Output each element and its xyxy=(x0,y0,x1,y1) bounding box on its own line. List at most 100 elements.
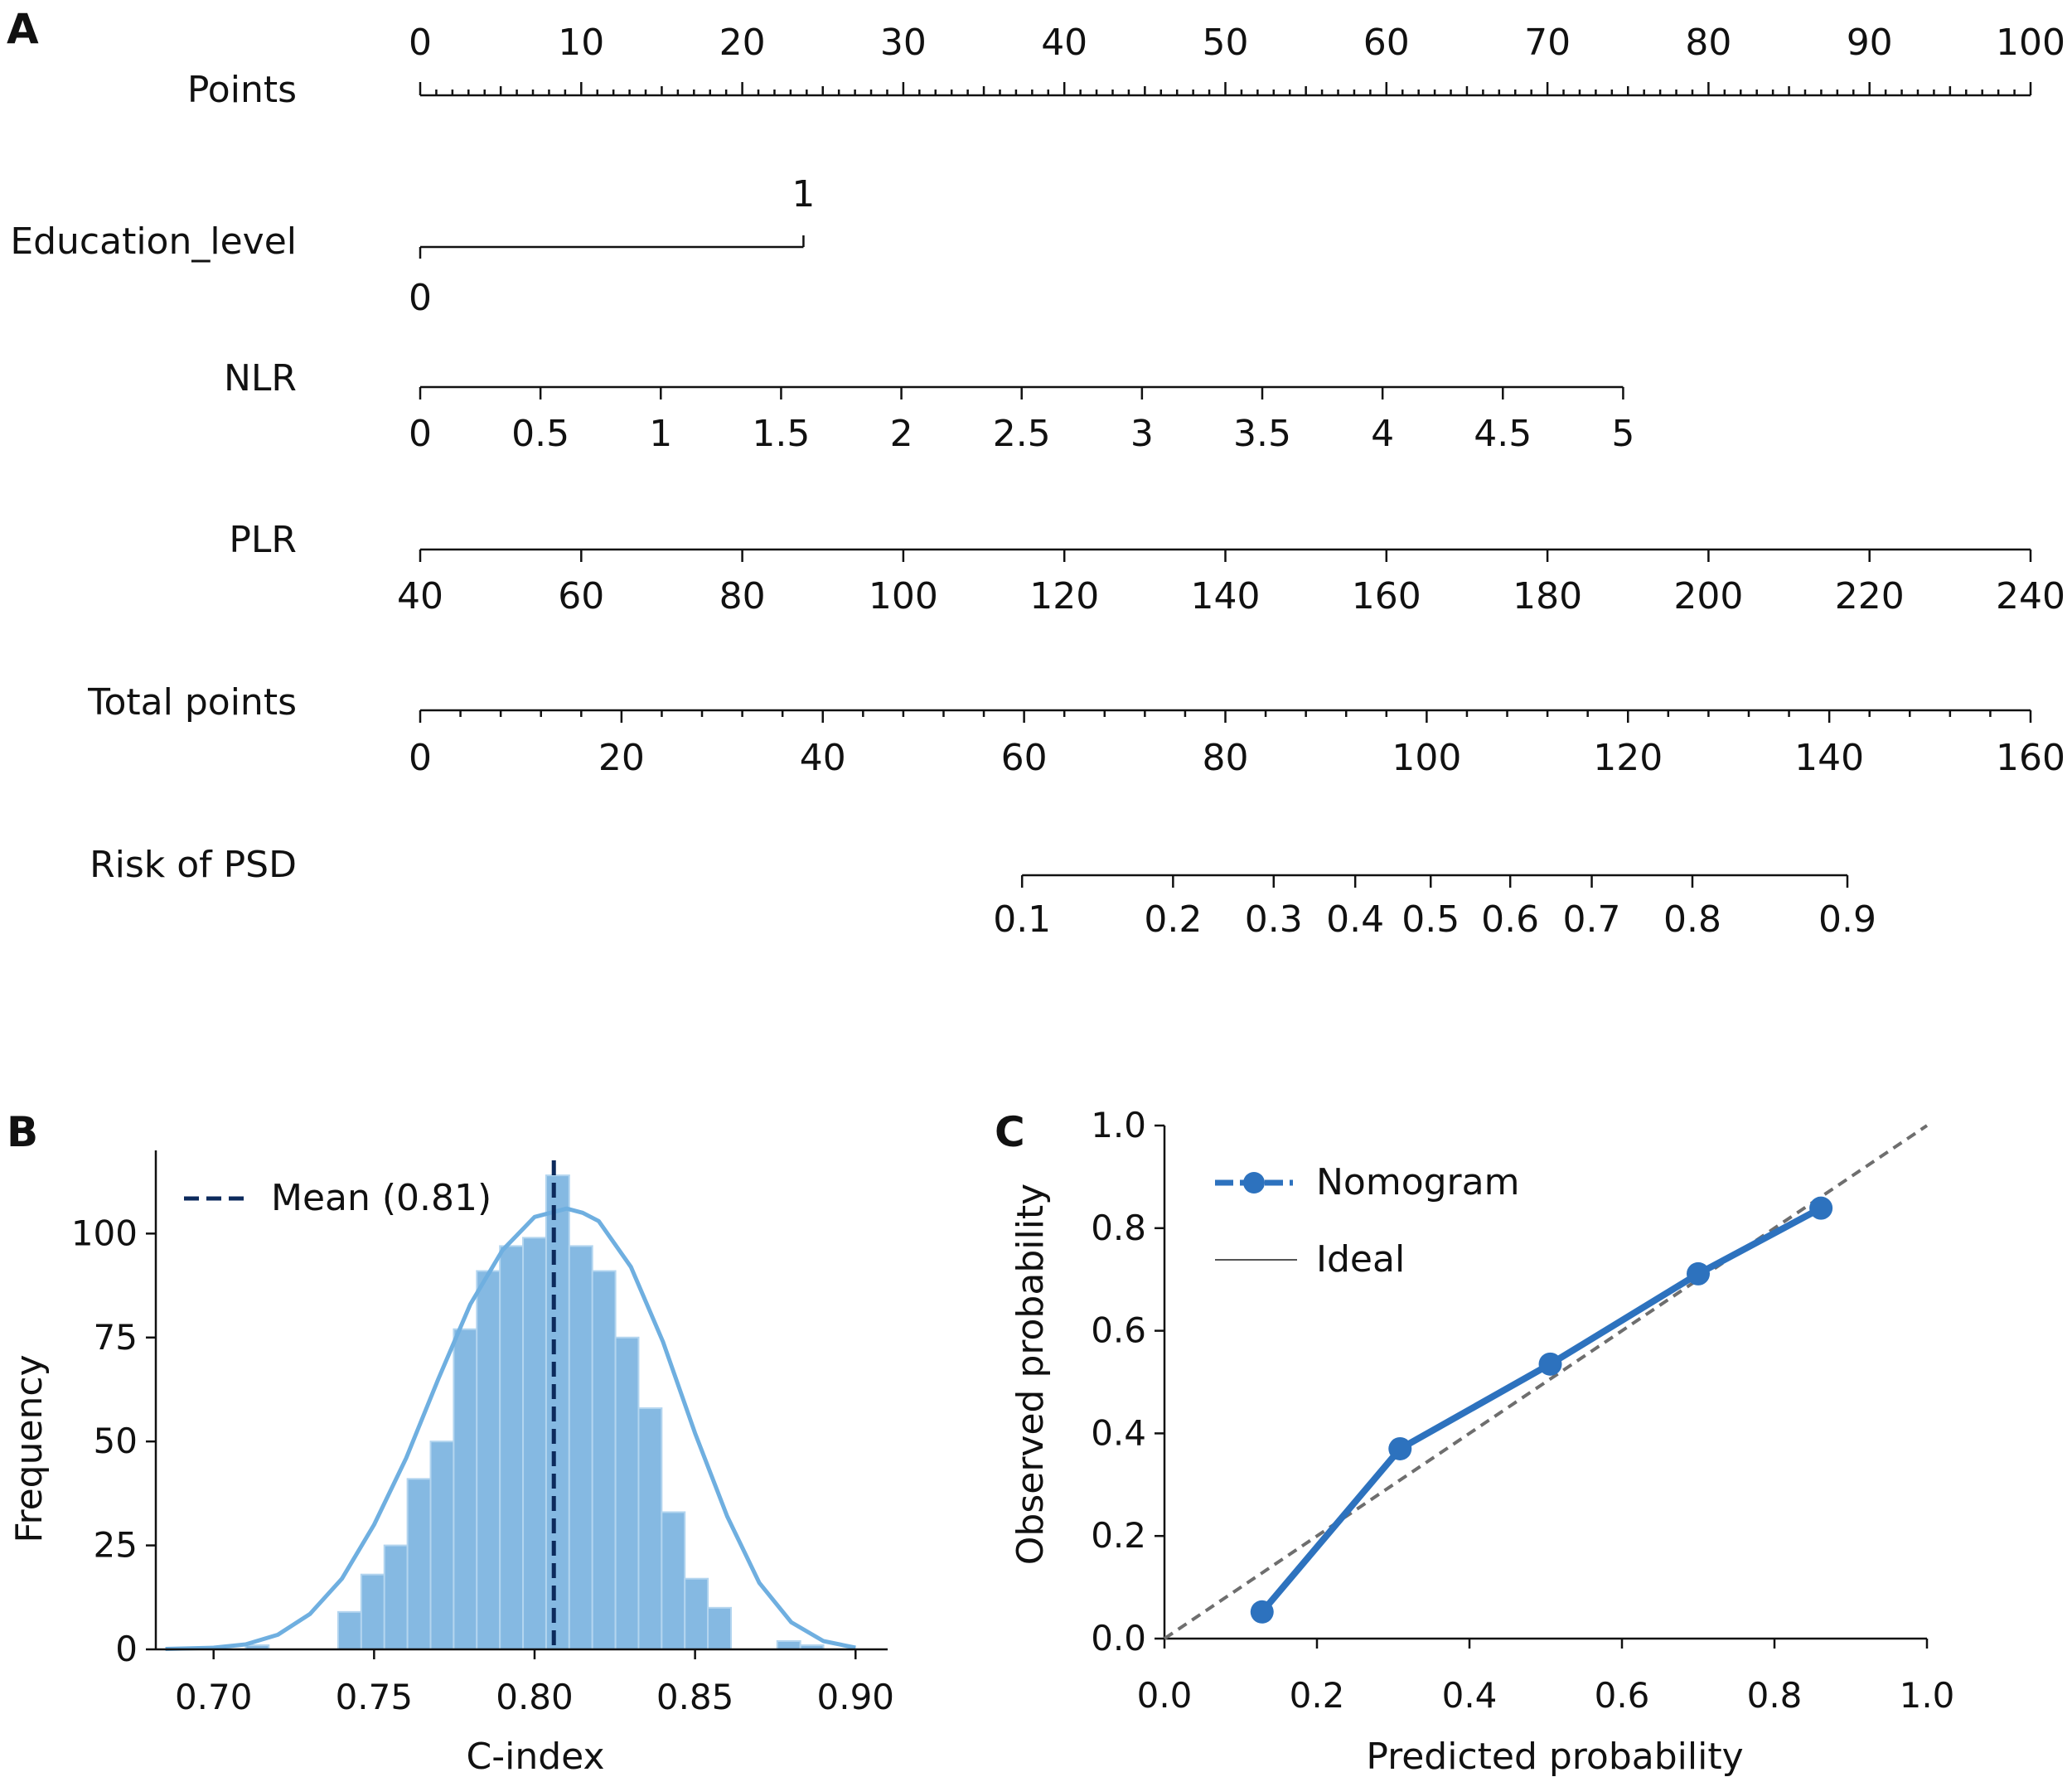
ideal-legend-label: Ideal xyxy=(1316,1238,1405,1281)
histogram-bar xyxy=(429,1440,455,1650)
plr-tick-label-240: 240 xyxy=(1996,575,2065,617)
points-tick-label-70: 70 xyxy=(1524,22,1571,64)
calibration-x-tick-label-0-6: 0.6 xyxy=(1595,1675,1650,1716)
histogram-bar xyxy=(499,1245,525,1650)
plr-tick-label-120: 120 xyxy=(1029,575,1099,617)
panel-a-letter: A xyxy=(7,5,39,53)
nlr-tick-label-3: 3 xyxy=(1130,413,1154,455)
points-scale-label: Points xyxy=(187,69,297,111)
histogram-bar xyxy=(360,1573,385,1650)
plr-tick-label-140: 140 xyxy=(1191,575,1261,617)
education-level-scale-label: Education_level xyxy=(10,220,297,263)
histogram-bar xyxy=(336,1610,362,1650)
risk-of-psd-tick-label-0-3: 0.3 xyxy=(1245,898,1303,941)
nomogram-points xyxy=(1250,1196,1833,1624)
histogram-bars xyxy=(244,1174,825,1651)
nlr-tick-label-1: 1 xyxy=(649,413,672,455)
nomogram-point xyxy=(1250,1600,1274,1624)
histogram-bar xyxy=(383,1544,409,1651)
nomogram-legend-label: Nomogram xyxy=(1316,1161,1519,1203)
histogram-bar xyxy=(568,1245,593,1650)
total-points-tick-label-40: 40 xyxy=(800,737,846,779)
total-points-scale-label: Total points xyxy=(87,681,297,724)
calibration-y-tick-label-0-6: 0.6 xyxy=(1091,1310,1146,1351)
points-tick-label-10: 10 xyxy=(558,22,604,64)
histogram-y-tick-label-0: 0 xyxy=(115,1629,138,1669)
nlr-tick-label-1-5: 1.5 xyxy=(752,413,810,455)
calibration-x-tick-label-0-2: 0.2 xyxy=(1290,1675,1345,1716)
risk-of-psd-tick-label-0-7: 0.7 xyxy=(1563,898,1621,941)
histogram-bar xyxy=(707,1606,733,1651)
histogram-y-tick-label-25: 25 xyxy=(94,1525,138,1566)
nlr-tick-label-0-5: 0.5 xyxy=(511,413,569,455)
risk-of-psd-scale-label: Risk of PSD xyxy=(90,844,297,886)
histogram-y-tick-label-50: 50 xyxy=(94,1421,138,1461)
calibration-y-tick-label-0-8: 0.8 xyxy=(1091,1208,1146,1248)
histogram-bar xyxy=(684,1577,709,1651)
histogram-bar xyxy=(614,1336,640,1650)
risk-of-psd-tick-label-0-6: 0.6 xyxy=(1481,898,1539,941)
total-points-tick-label-80: 80 xyxy=(1203,737,1249,779)
total-points-tick-label-0: 0 xyxy=(409,737,432,779)
histogram-bar xyxy=(453,1328,478,1650)
risk-of-psd-tick-label-0-8: 0.8 xyxy=(1663,898,1721,941)
nlr-tick-label-5: 5 xyxy=(1611,413,1634,455)
points-tick-label-40: 40 xyxy=(1041,22,1087,64)
nomogram-panel: Points 0 10 20 30 40 50 60 70 80 90 100 Education_… xyxy=(10,22,2065,941)
histogram-bar xyxy=(522,1237,547,1650)
nlr-tick-label-4: 4 xyxy=(1371,413,1394,455)
histogram-axes: 0.70 0.75 0.80 0.85 0.90 0 25 50 75 100 xyxy=(71,1150,894,1717)
calibration-x-tick-label-0-4: 0.4 xyxy=(1442,1675,1498,1716)
nlr-tick-label-4-5: 4.5 xyxy=(1474,413,1532,455)
histogram-x-axis-title: C-index xyxy=(467,1736,605,1777)
nlr-tick-label-2-5: 2.5 xyxy=(993,413,1051,455)
nomogram-point xyxy=(1388,1436,1412,1460)
plr-tick-label-80: 80 xyxy=(719,575,766,617)
points-scale: 0 10 20 30 40 50 60 70 80 90 100 xyxy=(409,22,2065,97)
calibration-x-tick-label-0-0: 0.0 xyxy=(1137,1675,1193,1716)
plr-tick-label-40: 40 xyxy=(397,575,443,617)
total-points-tick-label-60: 60 xyxy=(1001,737,1048,779)
total-points-tick-label-100: 100 xyxy=(1392,737,1461,779)
points-tick-label-60: 60 xyxy=(1363,22,1410,64)
plr-tick-label-100: 100 xyxy=(869,575,938,617)
nomogram-point xyxy=(1809,1196,1833,1220)
nlr-scale: 0 0.5 1 1.5 2 2.5 3 3.5 4 4.5 5 xyxy=(409,385,1634,455)
plr-scale: 40 60 80 100 120 140 160 180 200 220 240 xyxy=(397,548,2065,617)
nlr-tick-label-0: 0 xyxy=(409,413,432,455)
risk-of-psd-tick-label-0-2: 0.2 xyxy=(1144,898,1202,941)
risk-of-psd-tick-label-0-1: 0.1 xyxy=(993,898,1051,941)
total-points-tick-label-120: 120 xyxy=(1593,737,1663,779)
risk-of-psd-scale: 0.1 0.2 0.3 0.4 0.5 0.6 0.7 0.8 0.9 xyxy=(993,874,1876,941)
histogram-y-tick-label-75: 75 xyxy=(94,1317,138,1358)
histogram-bar xyxy=(776,1639,801,1651)
calibration-legend: Nomogram Ideal xyxy=(1215,1161,1519,1281)
points-tick-label-100: 100 xyxy=(1996,22,2065,64)
points-tick-label-90: 90 xyxy=(1847,22,1893,64)
calibration-y-tick-label-0-4: 0.4 xyxy=(1091,1412,1146,1453)
histogram-bar xyxy=(637,1407,663,1650)
total-points-tick-label-140: 140 xyxy=(1794,737,1864,779)
plr-tick-label-200: 200 xyxy=(1673,575,1743,617)
c-index-histogram-panel: 0.70 0.75 0.80 0.85 0.90 0 25 50 75 100 Mean (0.8… xyxy=(8,1150,894,1777)
histogram-bar xyxy=(661,1511,686,1650)
histogram-x-tick-label-0-85: 0.85 xyxy=(656,1677,734,1717)
plr-scale-label: PLR xyxy=(229,519,297,561)
points-tick-label-30: 30 xyxy=(880,22,927,64)
calibration-plot-panel: 0.0 0.2 0.4 0.6 0.8 1.0 0.0 0.2 0.4 0.6 0.8 1.0 Nom… xyxy=(1009,1105,1954,1777)
calibration-x-axis-title: Predicted probability xyxy=(1366,1736,1743,1777)
panel-b-letter: B xyxy=(7,1108,38,1156)
calibration-x-tick-label-0-8: 0.8 xyxy=(1747,1675,1803,1716)
calibration-axes: 0.0 0.2 0.4 0.6 0.8 1.0 0.0 0.2 0.4 0.6 0.8 1.0 xyxy=(1091,1105,1954,1716)
histogram-y-tick-label-100: 100 xyxy=(71,1213,138,1253)
histogram-bar xyxy=(476,1270,501,1650)
education-level-scale: 01 xyxy=(409,173,815,319)
risk-of-psd-tick-label-0-5: 0.5 xyxy=(1402,898,1460,941)
points-tick-label-20: 20 xyxy=(719,22,766,64)
calibration-y-tick-label-0-0: 0.0 xyxy=(1091,1618,1146,1658)
nomogram-point xyxy=(1687,1261,1710,1286)
ideal-line xyxy=(1163,1124,1929,1640)
nomogram-point xyxy=(1538,1352,1562,1376)
